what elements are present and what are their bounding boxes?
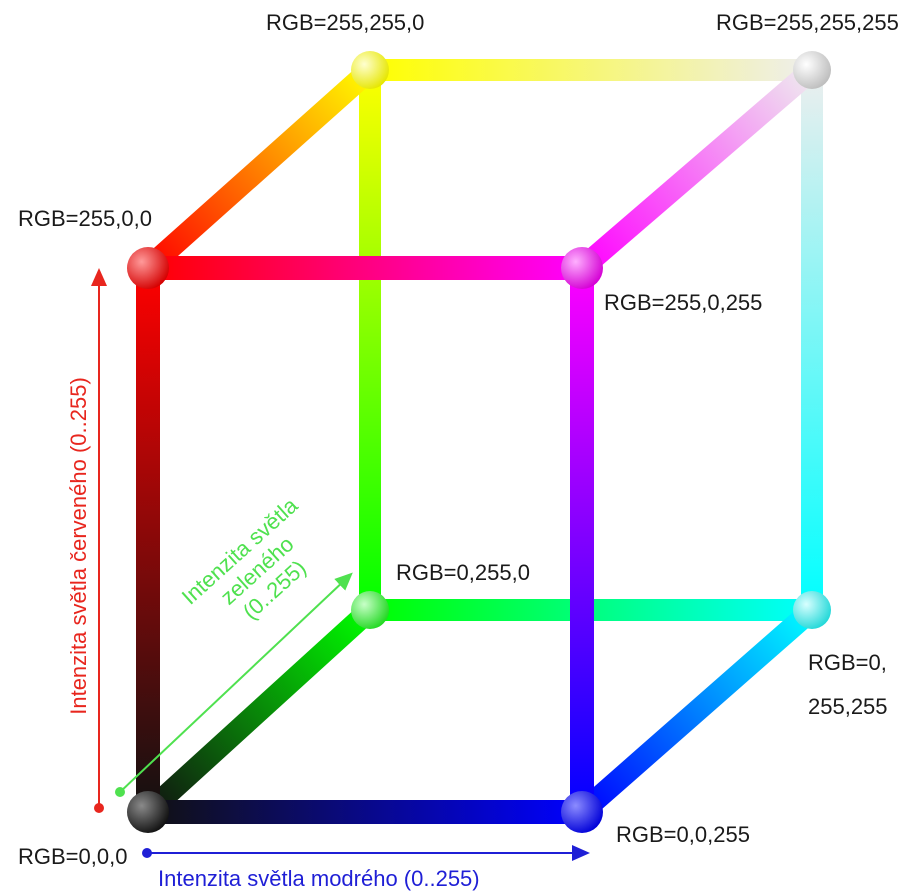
edge-red-yellow bbox=[137, 59, 381, 279]
blue-axis bbox=[142, 845, 590, 861]
vertex-red-sphere bbox=[127, 247, 169, 289]
edge-blue-cyan bbox=[571, 599, 823, 823]
blue-axis-label: Intenzita světla modrého (0..255) bbox=[158, 866, 480, 891]
red-axis bbox=[91, 268, 107, 813]
front-edges bbox=[136, 256, 594, 824]
edge-magenta-white bbox=[571, 59, 823, 279]
vertex-label-cyan-line2: 255,255 bbox=[808, 694, 888, 719]
vertex-label-black: RGB=0,0,0 bbox=[18, 844, 127, 869]
vertex-magenta-sphere bbox=[561, 247, 603, 289]
vertex-label-blue: RGB=0,0,255 bbox=[616, 822, 750, 847]
vertex-label-magenta: RGB=255,0,255 bbox=[604, 290, 762, 315]
vertex-cyan-sphere bbox=[793, 591, 831, 629]
vertex-green-sphere bbox=[351, 591, 389, 629]
vertex-black-sphere bbox=[127, 791, 169, 833]
back-edges bbox=[137, 59, 823, 823]
edge-black-green bbox=[137, 599, 381, 823]
red-axis-label: Intenzita světla červeného (0..255) bbox=[66, 377, 91, 715]
green-axis-arrow bbox=[119, 572, 353, 793]
vertex-label-red: RGB=255,0,0 bbox=[18, 206, 152, 231]
vertex-blue-sphere bbox=[561, 791, 603, 833]
vertex-yellow-sphere bbox=[351, 51, 389, 89]
vertex-label-green: RGB=0,255,0 bbox=[396, 560, 530, 585]
green-axis-label: Intenzita světla zeleného (0..255) bbox=[177, 492, 311, 624]
green-axis bbox=[115, 572, 353, 797]
vertex-label-white: RGB=255,255,255 bbox=[716, 10, 899, 35]
vertex-label-yellow: RGB=255,255,0 bbox=[266, 10, 424, 35]
vertex-label-cyan-line1: RGB=0, bbox=[808, 650, 887, 675]
vertex-white-sphere bbox=[793, 51, 831, 89]
